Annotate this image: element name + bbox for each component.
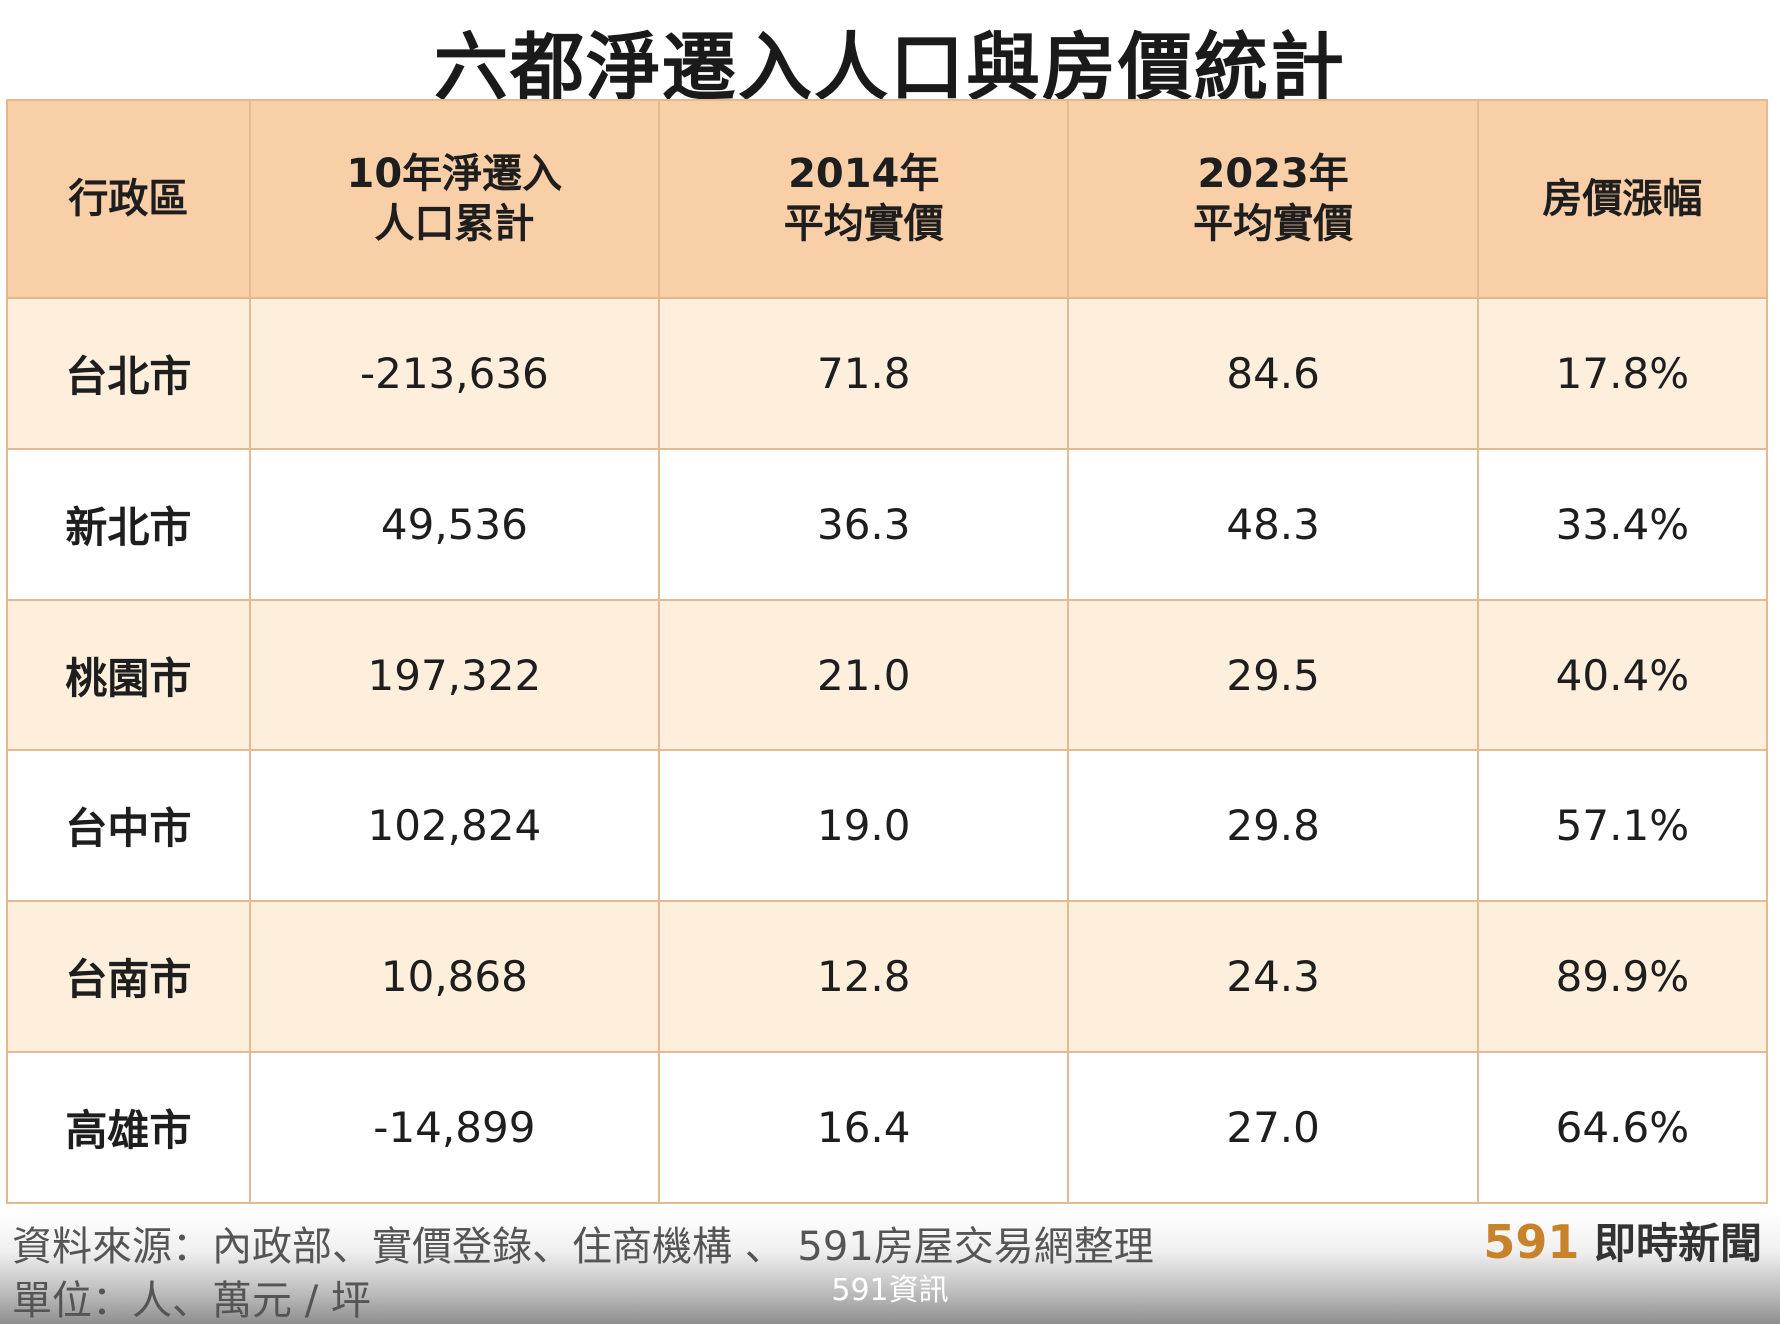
header-label: 房價漲幅 (1542, 176, 1703, 222)
header-label: 2014年 (788, 151, 940, 197)
header-label: 10年淨遷入 (346, 151, 563, 197)
table-row: 台北市 -213,636 71.8 84.6 17.8% (6, 297, 1769, 450)
cell-price-change: 57.1% (1476, 749, 1769, 903)
cell-price-change: 64.6% (1476, 1051, 1769, 1204)
cell-price-2014: 12.8 (658, 900, 1070, 1054)
unit-note: 單位：人、萬元 / 坪 (12, 1278, 371, 1324)
table-row: 高雄市 -14,899 16.4 27.0 64.6% (6, 1051, 1769, 1204)
header-net-migration: 10年淨遷入 人口累計 (248, 99, 661, 299)
video-caption: 591資訊 (831, 1273, 949, 1308)
header-price-2014: 2014年 平均實價 (658, 99, 1070, 299)
cell-price-2023: 29.8 (1067, 749, 1479, 903)
cell-price-2014: 19.0 (658, 749, 1070, 903)
brand-text: 即時新聞 (1579, 1219, 1762, 1268)
header-label: 平均實價 (1193, 201, 1354, 247)
source-note: 資料來源：內政部、實價登錄、住商機構 、 591房屋交易網整理 (12, 1224, 1154, 1270)
cell-price-change: 40.4% (1476, 598, 1769, 752)
footer-bar (0, 1212, 1780, 1324)
table-header-row: 行政區 10年淨遷入 人口累計 2014年 平均實價 2023年 平均實價 房價漲幅 (6, 99, 1769, 299)
header-label: 人口累計 (374, 201, 535, 247)
cell-price-2014: 16.4 (658, 1051, 1070, 1204)
cell-district: 台北市 (6, 297, 251, 450)
cell-price-2014: 36.3 (658, 447, 1070, 601)
header-price-change: 房價漲幅 (1476, 99, 1769, 299)
page-title: 六都淨遷入人口與房價統計 (434, 25, 1346, 111)
cell-price-2023: 29.5 (1067, 598, 1479, 752)
header-label: 行政區 (68, 176, 189, 222)
table-row: 新北市 49,536 36.3 48.3 33.4% (6, 447, 1769, 601)
header-label: 平均實價 (783, 201, 944, 247)
cell-net-migration: 102,824 (248, 749, 661, 903)
cell-price-2023: 27.0 (1067, 1051, 1479, 1204)
cell-district: 台南市 (6, 900, 251, 1054)
brand-number: 591 (1483, 1215, 1580, 1269)
table-row: 台中市 102,824 19.0 29.8 57.1% (6, 749, 1769, 903)
cell-district: 桃園市 (6, 598, 251, 752)
cell-price-2023: 24.3 (1067, 900, 1479, 1054)
table-row: 台南市 10,868 12.8 24.3 89.9% (6, 900, 1769, 1054)
header-district: 行政區 (6, 99, 251, 299)
cell-net-migration: 197,322 (248, 598, 661, 752)
cell-price-2023: 48.3 (1067, 447, 1479, 601)
cell-net-migration: -14,899 (248, 1051, 661, 1204)
brand-logo: 591 即時新聞 (1483, 1210, 1762, 1271)
cell-price-change: 17.8% (1476, 297, 1769, 450)
cell-district: 高雄市 (6, 1051, 251, 1204)
header-price-2023: 2023年 平均實價 (1067, 99, 1479, 299)
cell-price-2014: 21.0 (658, 598, 1070, 752)
cell-net-migration: -213,636 (248, 297, 661, 450)
cell-price-change: 33.4% (1476, 447, 1769, 601)
cell-price-2023: 84.6 (1067, 297, 1479, 450)
table-row: 桃園市 197,322 21.0 29.5 40.4% (6, 598, 1769, 752)
cell-district: 台中市 (6, 749, 251, 903)
data-table: 行政區 10年淨遷入 人口累計 2014年 平均實價 2023年 平均實價 房價漲幅 … (6, 99, 1769, 1204)
header-label: 2023年 (1197, 151, 1349, 197)
cell-net-migration: 10,868 (248, 900, 661, 1054)
cell-price-change: 89.9% (1476, 900, 1769, 1054)
cell-district: 新北市 (6, 447, 251, 601)
cell-price-2014: 71.8 (658, 297, 1070, 450)
cell-net-migration: 49,536 (248, 447, 661, 601)
